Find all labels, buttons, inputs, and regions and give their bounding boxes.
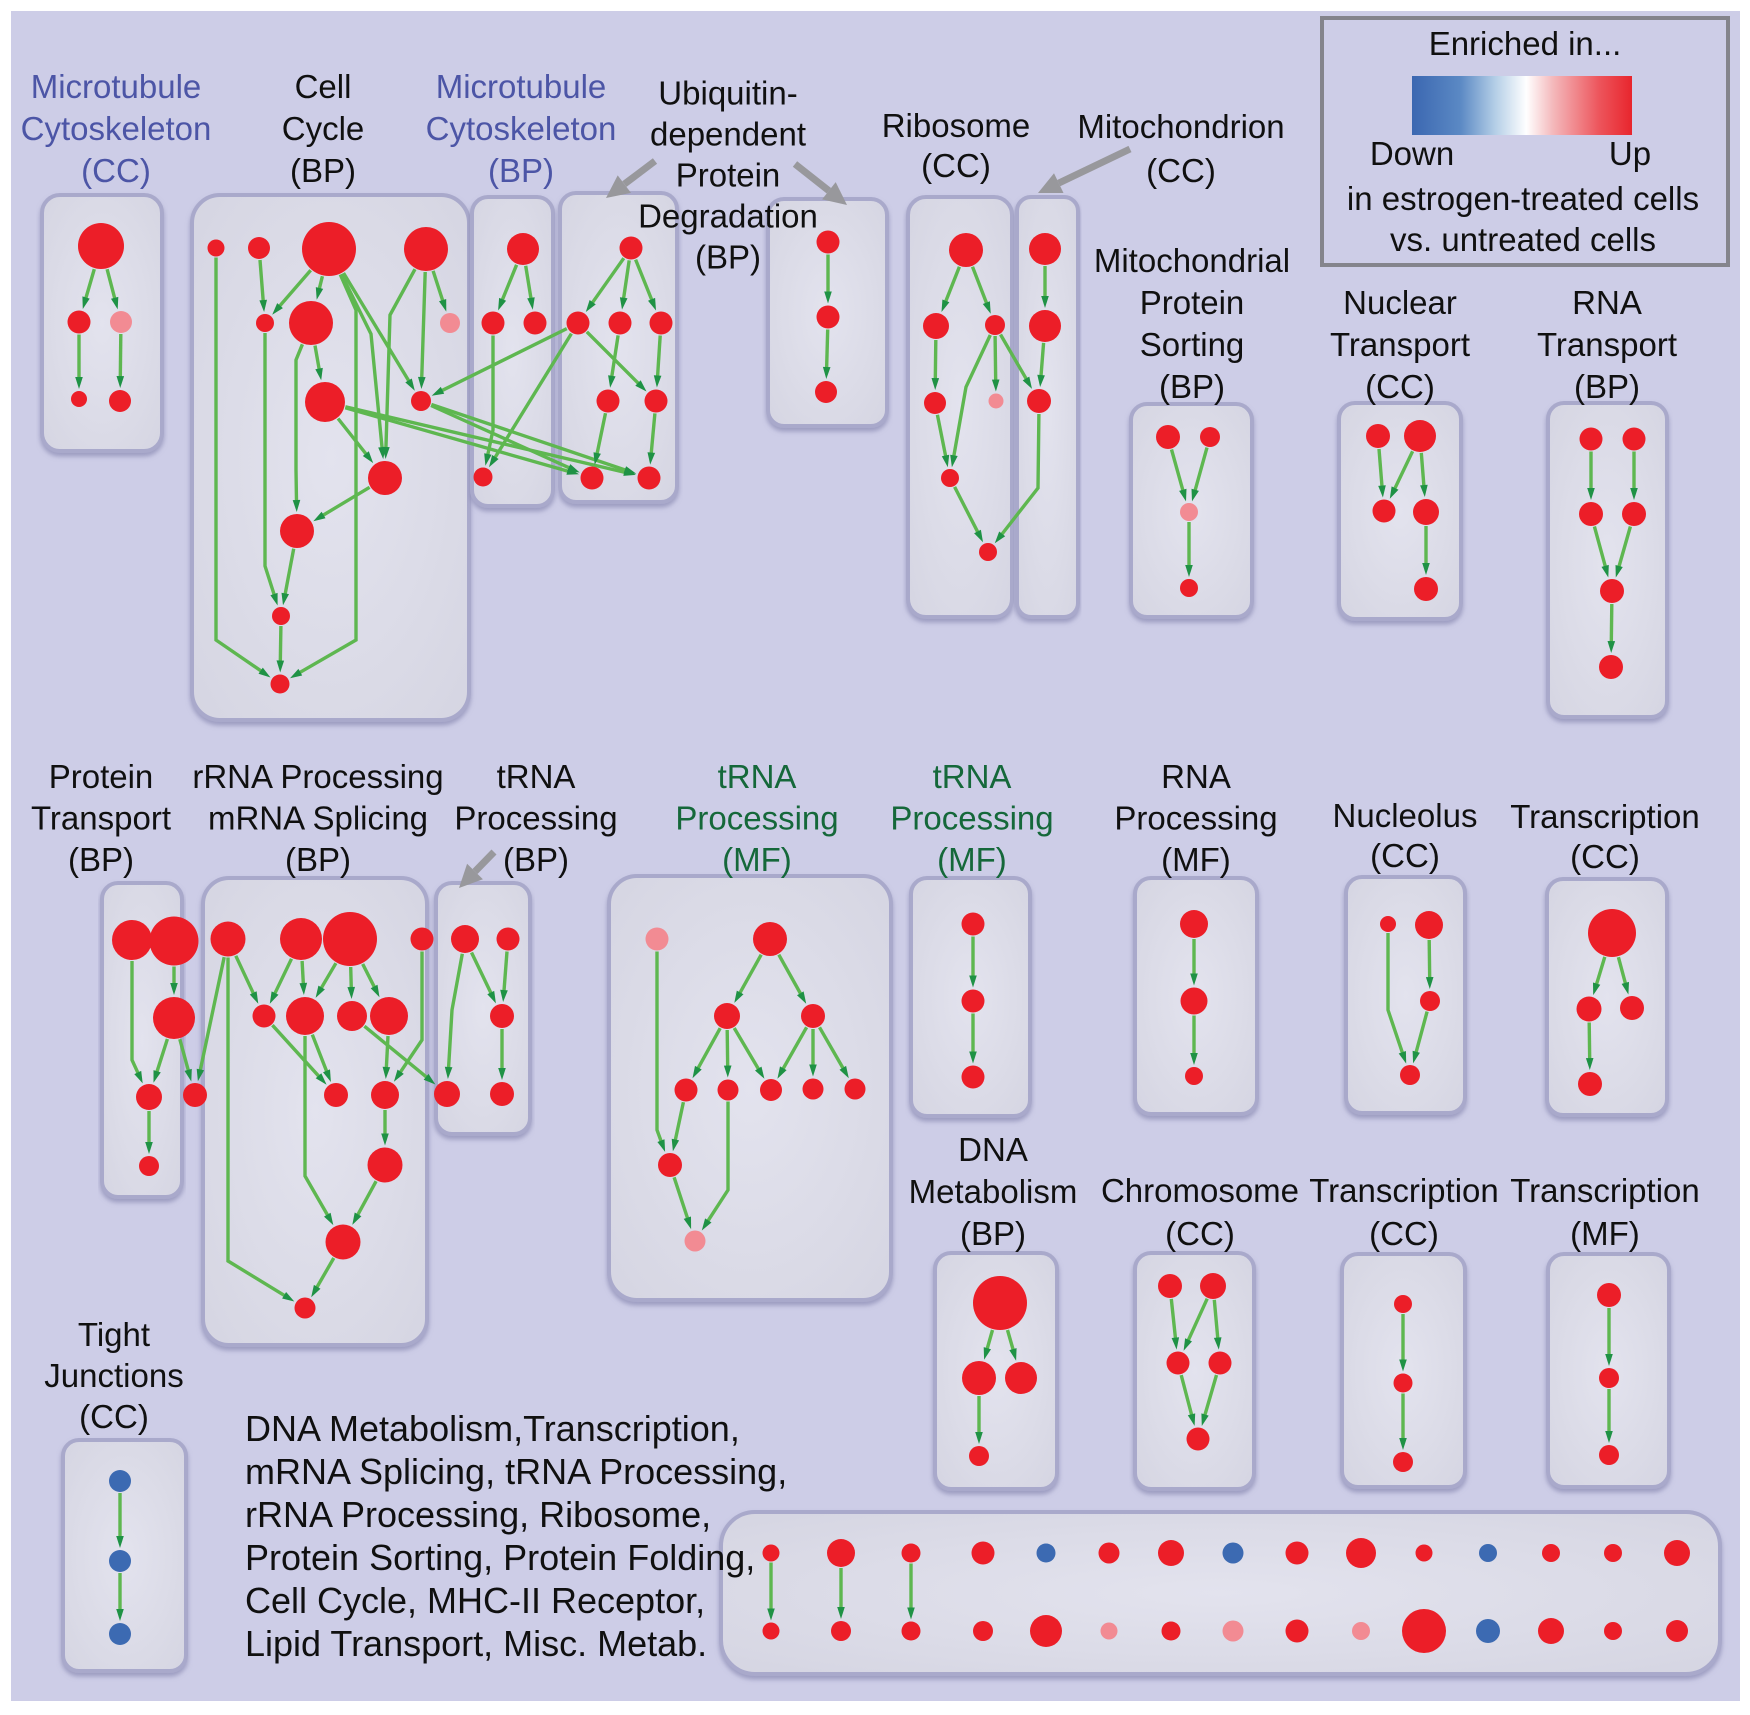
svg-text:(MF): (MF) [1570, 1215, 1640, 1252]
svg-text:(CC): (CC) [1570, 838, 1640, 875]
svg-text:in estrogen-treated cells: in estrogen-treated cells [1347, 180, 1699, 217]
svg-text:(BP): (BP) [68, 841, 134, 878]
svg-text:Nucleolus: Nucleolus [1333, 797, 1478, 834]
svg-text:Transcription: Transcription [1309, 1172, 1499, 1209]
svg-text:Protein: Protein [1140, 284, 1245, 321]
svg-text:(MF): (MF) [1161, 841, 1231, 878]
svg-text:Transcription: Transcription [1510, 798, 1700, 835]
svg-text:Nuclear: Nuclear [1343, 284, 1457, 321]
svg-text:(CC): (CC) [921, 147, 991, 184]
svg-text:Degradation: Degradation [638, 198, 818, 235]
svg-text:(CC): (CC) [1165, 1215, 1235, 1252]
svg-text:Cell Cycle, MHC-II Receptor,: Cell Cycle, MHC-II Receptor, [245, 1580, 705, 1621]
svg-text:Transcription: Transcription [1510, 1172, 1700, 1209]
svg-text:Cycle: Cycle [282, 110, 365, 147]
svg-text:(CC): (CC) [1365, 368, 1435, 405]
svg-text:Lipid Transport, Misc. Metab.: Lipid Transport, Misc. Metab. [245, 1623, 707, 1664]
svg-text:Processing: Processing [454, 800, 617, 837]
svg-text:(BP): (BP) [1159, 368, 1225, 405]
svg-text:Metabolism: Metabolism [909, 1173, 1078, 1210]
svg-text:Cytoskeleton: Cytoskeleton [426, 110, 617, 147]
svg-text:(CC): (CC) [79, 1398, 149, 1435]
svg-text:vs. untreated cells: vs. untreated cells [1390, 221, 1656, 258]
svg-text:(BP): (BP) [960, 1215, 1026, 1252]
svg-text:DNA Metabolism,Transcription,: DNA Metabolism,Transcription, [245, 1408, 740, 1449]
svg-text:(MF): (MF) [722, 841, 792, 878]
svg-text:tRNA: tRNA [497, 758, 576, 795]
svg-text:(BP): (BP) [1574, 368, 1640, 405]
svg-text:Ribosome: Ribosome [882, 107, 1031, 144]
svg-text:tRNA: tRNA [933, 758, 1012, 795]
svg-text:Processing: Processing [890, 800, 1053, 837]
svg-text:Sorting: Sorting [1140, 326, 1245, 363]
svg-text:(MF): (MF) [937, 841, 1007, 878]
svg-text:(BP): (BP) [503, 841, 569, 878]
svg-text:Transport: Transport [1330, 326, 1470, 363]
svg-text:Up: Up [1609, 135, 1651, 172]
svg-text:Transport: Transport [31, 800, 171, 837]
svg-text:(CC): (CC) [81, 152, 151, 189]
svg-text:Chromosome: Chromosome [1101, 1172, 1299, 1209]
svg-text:Protein: Protein [676, 157, 781, 194]
svg-text:Microtubule: Microtubule [31, 68, 202, 105]
svg-text:Cytoskeleton: Cytoskeleton [21, 110, 212, 147]
svg-text:(BP): (BP) [285, 841, 351, 878]
svg-text:(BP): (BP) [488, 152, 554, 189]
svg-text:mRNA Splicing, tRNA Processing: mRNA Splicing, tRNA Processing, [245, 1451, 787, 1492]
svg-text:Protein Sorting, Protein Foldi: Protein Sorting, Protein Folding, [245, 1537, 755, 1578]
svg-text:(BP): (BP) [290, 152, 356, 189]
svg-text:(BP): (BP) [695, 239, 761, 276]
svg-text:Tight: Tight [78, 1316, 150, 1353]
svg-text:Enriched in...: Enriched in... [1429, 25, 1622, 62]
svg-text:rRNA Processing: rRNA Processing [192, 758, 443, 795]
svg-text:rRNA Processing, Ribosome,: rRNA Processing, Ribosome, [245, 1494, 711, 1535]
svg-text:Junctions: Junctions [44, 1357, 183, 1394]
svg-text:dependent: dependent [650, 116, 806, 153]
svg-text:Protein: Protein [49, 758, 154, 795]
svg-text:Mitochondrion: Mitochondrion [1077, 108, 1284, 145]
svg-text:(CC): (CC) [1369, 1215, 1439, 1252]
svg-text:tRNA: tRNA [718, 758, 797, 795]
svg-text:DNA: DNA [958, 1131, 1028, 1168]
svg-text:Processing: Processing [1114, 800, 1277, 837]
svg-text:RNA: RNA [1572, 284, 1642, 321]
svg-text:Microtubule: Microtubule [436, 68, 607, 105]
svg-text:mRNA Splicing: mRNA Splicing [208, 800, 428, 837]
svg-text:Cell: Cell [295, 68, 352, 105]
svg-text:Transport: Transport [1537, 326, 1677, 363]
svg-text:(CC): (CC) [1370, 837, 1440, 874]
svg-text:Mitochondrial: Mitochondrial [1094, 242, 1290, 279]
svg-text:Ubiquitin-: Ubiquitin- [658, 75, 797, 112]
svg-text:Down: Down [1370, 135, 1454, 172]
svg-text:RNA: RNA [1161, 758, 1231, 795]
svg-text:(CC): (CC) [1146, 152, 1216, 189]
svg-text:Processing: Processing [675, 800, 838, 837]
